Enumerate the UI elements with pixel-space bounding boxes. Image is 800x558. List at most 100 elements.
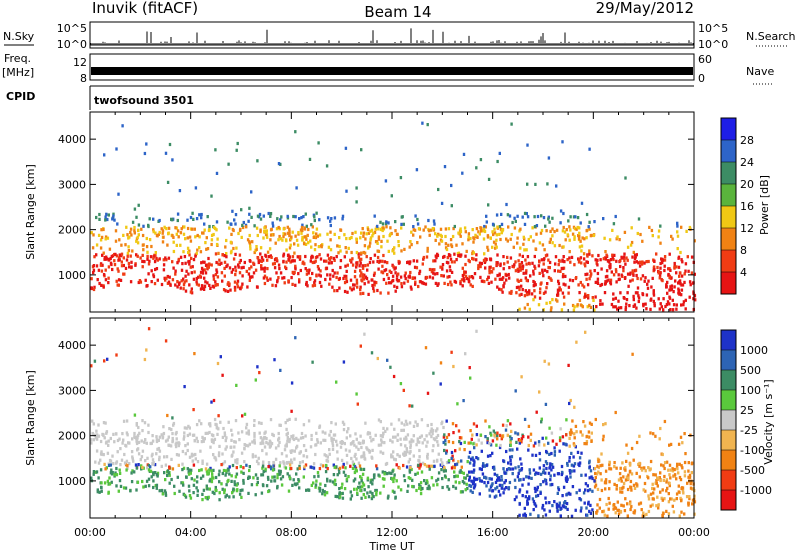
range-cell bbox=[361, 279, 364, 283]
range-cell bbox=[196, 439, 199, 444]
range-cell bbox=[681, 466, 684, 470]
range-cell bbox=[596, 263, 599, 267]
range-cell bbox=[129, 254, 132, 258]
colorbar-segment bbox=[721, 430, 736, 450]
range-cell bbox=[673, 467, 676, 472]
range-cell bbox=[557, 269, 560, 273]
range-cell bbox=[625, 256, 628, 260]
range-cell bbox=[436, 440, 439, 444]
range-cell bbox=[428, 275, 432, 279]
range-cell bbox=[190, 271, 193, 275]
range-cell bbox=[665, 283, 668, 287]
range-cell bbox=[675, 492, 679, 496]
range-cell bbox=[579, 430, 582, 434]
range-cell bbox=[678, 279, 682, 283]
range-cell bbox=[324, 483, 327, 488]
range-cell bbox=[406, 450, 409, 454]
range-cell bbox=[613, 503, 616, 507]
range-cell bbox=[338, 466, 342, 470]
range-cell bbox=[518, 307, 521, 311]
range-cell bbox=[525, 269, 528, 273]
range-cell bbox=[528, 307, 531, 311]
range-cell bbox=[419, 280, 422, 284]
range-cell bbox=[299, 228, 303, 232]
range-cell bbox=[315, 211, 318, 215]
range-cell bbox=[663, 474, 666, 479]
range-cell bbox=[403, 437, 406, 441]
range-cell bbox=[418, 269, 422, 273]
range-cell bbox=[362, 451, 366, 455]
range-cell bbox=[172, 423, 175, 427]
range-cell bbox=[409, 476, 412, 481]
range-cell bbox=[106, 451, 110, 455]
range-cell bbox=[155, 435, 158, 439]
range-cell bbox=[526, 182, 529, 186]
range-cell bbox=[397, 261, 401, 265]
range-cell bbox=[468, 366, 471, 370]
range-cell bbox=[294, 283, 297, 287]
range-cell bbox=[658, 476, 661, 480]
range-cell bbox=[137, 233, 140, 237]
range-cell bbox=[508, 291, 511, 295]
range-cell bbox=[671, 237, 674, 241]
range-cell bbox=[271, 283, 274, 287]
range-cell bbox=[362, 231, 366, 235]
range-cell bbox=[388, 269, 391, 273]
range-cell bbox=[206, 215, 209, 219]
range-cell bbox=[577, 236, 581, 241]
range-cell bbox=[248, 206, 251, 210]
range-cell bbox=[215, 171, 219, 175]
range-cell bbox=[667, 468, 670, 472]
range-cell bbox=[301, 223, 304, 227]
range-cell bbox=[422, 255, 426, 260]
range-cell bbox=[547, 215, 550, 219]
range-cell bbox=[349, 490, 352, 494]
range-cell bbox=[510, 455, 514, 459]
range-cell bbox=[489, 443, 493, 447]
range-cell bbox=[257, 456, 260, 460]
range-cell bbox=[398, 454, 401, 458]
velocity-cbar-label: Velocity [m s⁻¹] bbox=[762, 379, 775, 464]
range-cell bbox=[660, 496, 663, 500]
range-cell bbox=[360, 231, 363, 235]
range-cell bbox=[379, 434, 383, 438]
range-cell bbox=[113, 263, 117, 267]
range-cell bbox=[527, 482, 530, 486]
range-cell bbox=[621, 490, 624, 494]
range-cell bbox=[412, 259, 415, 263]
range-cell bbox=[120, 252, 124, 256]
range-cell bbox=[469, 283, 472, 287]
range-cell bbox=[641, 292, 644, 296]
range-cell bbox=[665, 489, 668, 493]
range-cell bbox=[242, 471, 245, 475]
range-cell bbox=[654, 473, 657, 477]
range-cell bbox=[572, 215, 576, 219]
range-cell bbox=[161, 240, 165, 244]
range-cell bbox=[123, 452, 126, 457]
range-cell bbox=[636, 231, 639, 236]
range-cell bbox=[628, 469, 632, 473]
range-cell bbox=[190, 454, 194, 458]
range-cell bbox=[371, 478, 374, 482]
range-cell bbox=[485, 220, 488, 224]
range-cell bbox=[254, 454, 257, 458]
nave-tick-top: 60 bbox=[698, 53, 712, 66]
range-cell bbox=[241, 414, 244, 418]
range-cell bbox=[94, 460, 97, 464]
range-cell bbox=[529, 432, 533, 436]
range-cell bbox=[375, 467, 379, 471]
range-cell bbox=[434, 438, 437, 442]
range-cell bbox=[434, 238, 437, 242]
range-cell bbox=[443, 474, 447, 478]
range-cell bbox=[500, 212, 503, 216]
range-cell bbox=[90, 277, 93, 281]
range-cell bbox=[550, 451, 553, 456]
range-cell bbox=[588, 509, 591, 513]
range-cell bbox=[428, 432, 431, 436]
range-cell bbox=[478, 492, 481, 496]
range-cell bbox=[393, 284, 396, 288]
range-cell bbox=[253, 434, 256, 438]
range-cell bbox=[613, 482, 616, 486]
range-cell bbox=[563, 302, 566, 306]
range-cell bbox=[596, 258, 599, 262]
